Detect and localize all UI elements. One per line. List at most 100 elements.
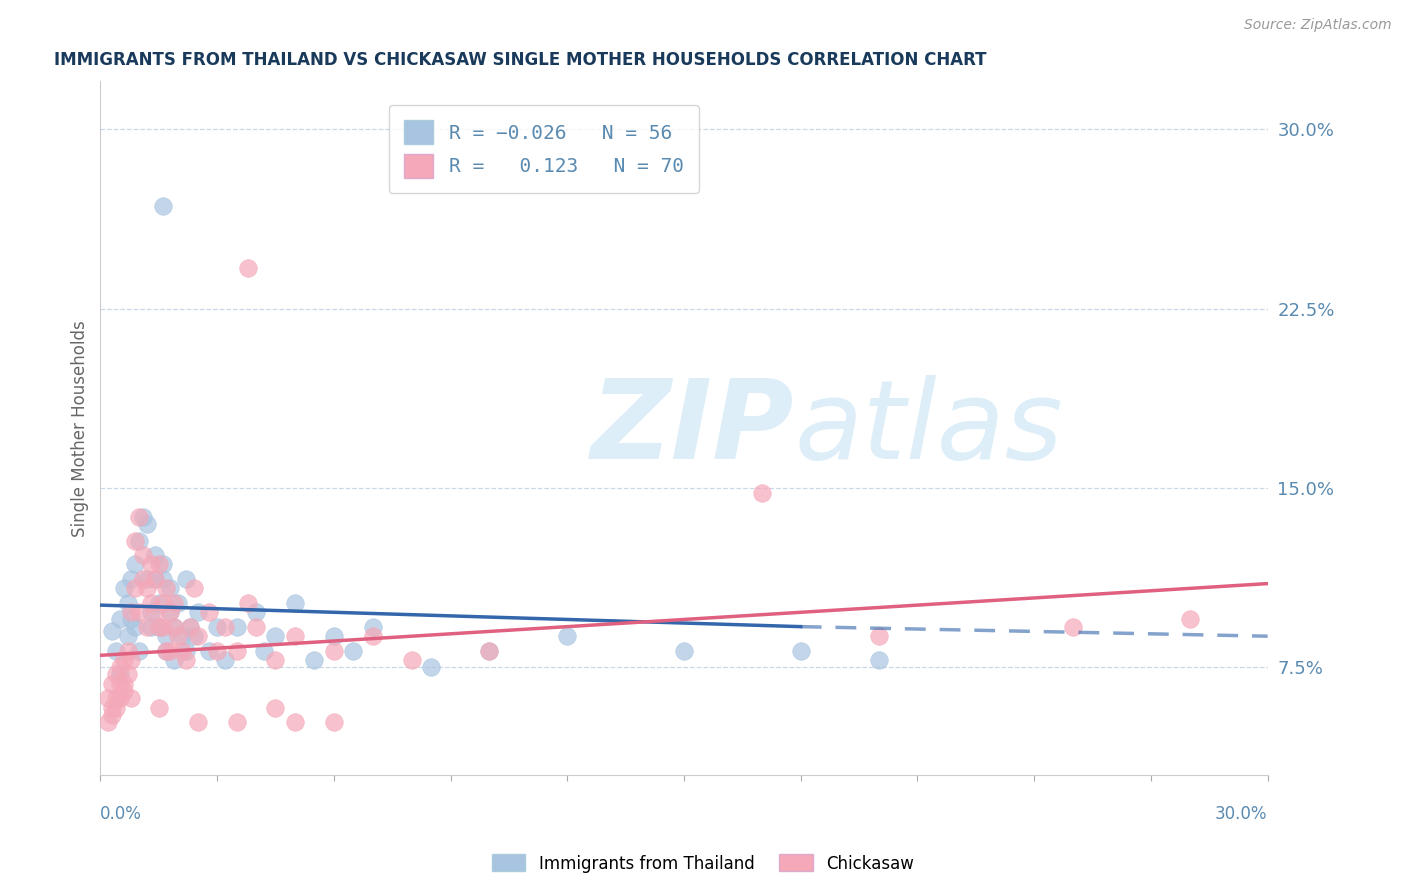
Point <box>121 691 143 706</box>
Text: ZIP: ZIP <box>591 375 794 482</box>
Point <box>163 653 186 667</box>
Text: IMMIGRANTS FROM THAILAND VS CHICKASAW SINGLE MOTHER HOUSEHOLDS CORRELATION CHART: IMMIGRANTS FROM THAILAND VS CHICKASAW SI… <box>53 51 986 69</box>
Point <box>672 643 695 657</box>
Point <box>148 620 170 634</box>
Point <box>108 677 131 691</box>
Point <box>159 582 181 596</box>
Point <box>155 643 177 657</box>
Point <box>139 596 162 610</box>
Point <box>187 605 209 619</box>
Point <box>121 653 143 667</box>
Point <box>361 620 384 634</box>
Point <box>136 516 159 531</box>
Point <box>163 620 186 634</box>
Point <box>148 701 170 715</box>
Point <box>183 582 205 596</box>
Point <box>112 684 135 698</box>
Point <box>117 596 139 610</box>
Point <box>205 643 228 657</box>
Point <box>284 715 307 730</box>
Point <box>198 643 221 657</box>
Point <box>253 643 276 657</box>
Point <box>1178 612 1201 626</box>
Point <box>751 485 773 500</box>
Point <box>238 260 260 275</box>
Text: Source: ZipAtlas.com: Source: ZipAtlas.com <box>1244 18 1392 32</box>
Point <box>139 605 162 619</box>
Point <box>117 667 139 681</box>
Point <box>97 691 120 706</box>
Point <box>108 667 131 681</box>
Point <box>205 620 228 634</box>
Point <box>128 643 150 657</box>
Point <box>174 653 197 667</box>
Point <box>238 596 260 610</box>
Point <box>868 629 890 643</box>
Point <box>132 548 155 562</box>
Point <box>104 701 127 715</box>
Point <box>245 620 267 634</box>
Point <box>101 701 124 715</box>
Y-axis label: Single Mother Households: Single Mother Households <box>72 319 89 536</box>
Point <box>108 691 131 706</box>
Point <box>361 629 384 643</box>
Point <box>159 643 181 657</box>
Point <box>152 620 174 634</box>
Point <box>159 605 181 619</box>
Point <box>136 582 159 596</box>
Point <box>117 629 139 643</box>
Point <box>128 605 150 619</box>
Point <box>152 199 174 213</box>
Point <box>167 596 190 610</box>
Point <box>136 572 159 586</box>
Point <box>148 620 170 634</box>
Point <box>187 629 209 643</box>
Point <box>170 629 193 643</box>
Point <box>104 667 127 681</box>
Point <box>179 620 201 634</box>
Point <box>322 643 344 657</box>
Point <box>124 582 146 596</box>
Point <box>148 558 170 572</box>
Point <box>101 677 124 691</box>
Point <box>148 596 170 610</box>
Point <box>152 558 174 572</box>
Legend: Immigrants from Thailand, Chickasaw: Immigrants from Thailand, Chickasaw <box>485 847 921 880</box>
Point <box>155 643 177 657</box>
Point <box>139 620 162 634</box>
Text: atlas: atlas <box>794 375 1063 482</box>
Point <box>225 620 247 634</box>
Point <box>163 620 186 634</box>
Point <box>322 629 344 643</box>
Point <box>124 558 146 572</box>
Point <box>155 629 177 643</box>
Point <box>121 605 143 619</box>
Point <box>214 620 236 634</box>
Point <box>420 660 443 674</box>
Point <box>101 708 124 723</box>
Point <box>478 643 501 657</box>
Point <box>264 629 287 643</box>
Point <box>163 596 186 610</box>
Point <box>198 605 221 619</box>
Point <box>159 605 181 619</box>
Point <box>104 691 127 706</box>
Point <box>284 596 307 610</box>
Point <box>284 629 307 643</box>
Point <box>124 620 146 634</box>
Point <box>214 653 236 667</box>
Point <box>264 653 287 667</box>
Point <box>1062 620 1084 634</box>
Point <box>322 715 344 730</box>
Point <box>132 572 155 586</box>
Point <box>868 653 890 667</box>
Point <box>245 605 267 619</box>
Point <box>128 533 150 548</box>
Point <box>225 715 247 730</box>
Point <box>112 677 135 691</box>
Point <box>225 643 247 657</box>
Point <box>187 715 209 730</box>
Point <box>117 643 139 657</box>
Point <box>108 612 131 626</box>
Point <box>128 509 150 524</box>
